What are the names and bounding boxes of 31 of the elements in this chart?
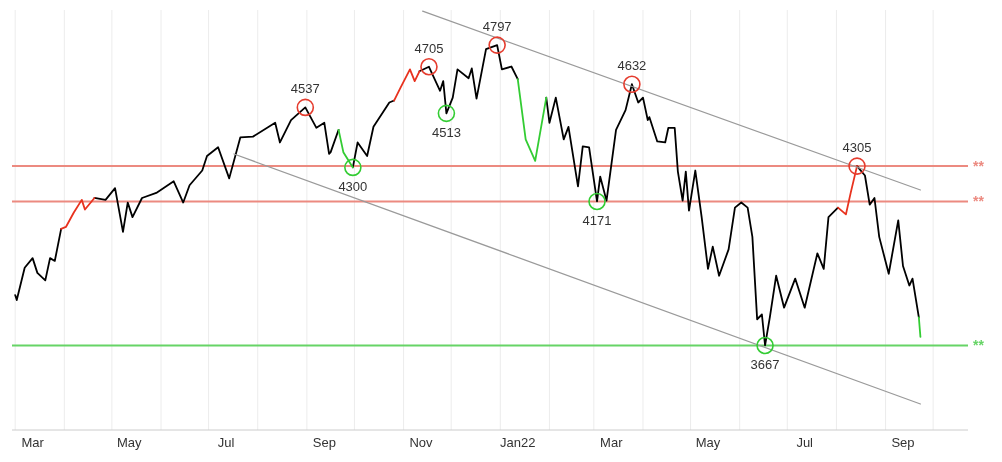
data-label: 4171 [582, 213, 612, 229]
x-tick-label: Nov [409, 435, 434, 451]
x-tick-label: Jan22 [500, 435, 536, 451]
x-tick-label: Sep [312, 435, 336, 451]
data-label: 4705 [414, 40, 444, 56]
point [623, 75, 641, 94]
point [296, 98, 315, 117]
data-label: 3667 [750, 357, 780, 373]
point [848, 157, 866, 175]
ref-line-label: ** [973, 158, 985, 175]
data-label: 4513 [431, 125, 461, 141]
x-tick-label: Jul [796, 435, 814, 451]
data-label: 4305 [842, 140, 872, 156]
point [437, 104, 456, 123]
x-tick-label: Jul [217, 435, 235, 451]
x-tick-label: Mar [21, 435, 45, 451]
x-tick-label: May [695, 435, 721, 451]
point [344, 158, 362, 177]
point [588, 192, 606, 211]
x-tick-label: May [117, 435, 143, 451]
data-label: 4300 [338, 179, 368, 195]
data-label: 4537 [290, 81, 320, 97]
point [488, 36, 506, 54]
point [420, 57, 438, 76]
x-tick-label: Sep [891, 435, 915, 451]
data-label: 4797 [482, 19, 512, 35]
ref-line-label: ** [973, 193, 985, 210]
point [756, 336, 774, 355]
ref-line-label: ** [973, 337, 985, 354]
x-tick-label: Mar [600, 435, 624, 451]
data-label: 4632 [617, 58, 647, 74]
